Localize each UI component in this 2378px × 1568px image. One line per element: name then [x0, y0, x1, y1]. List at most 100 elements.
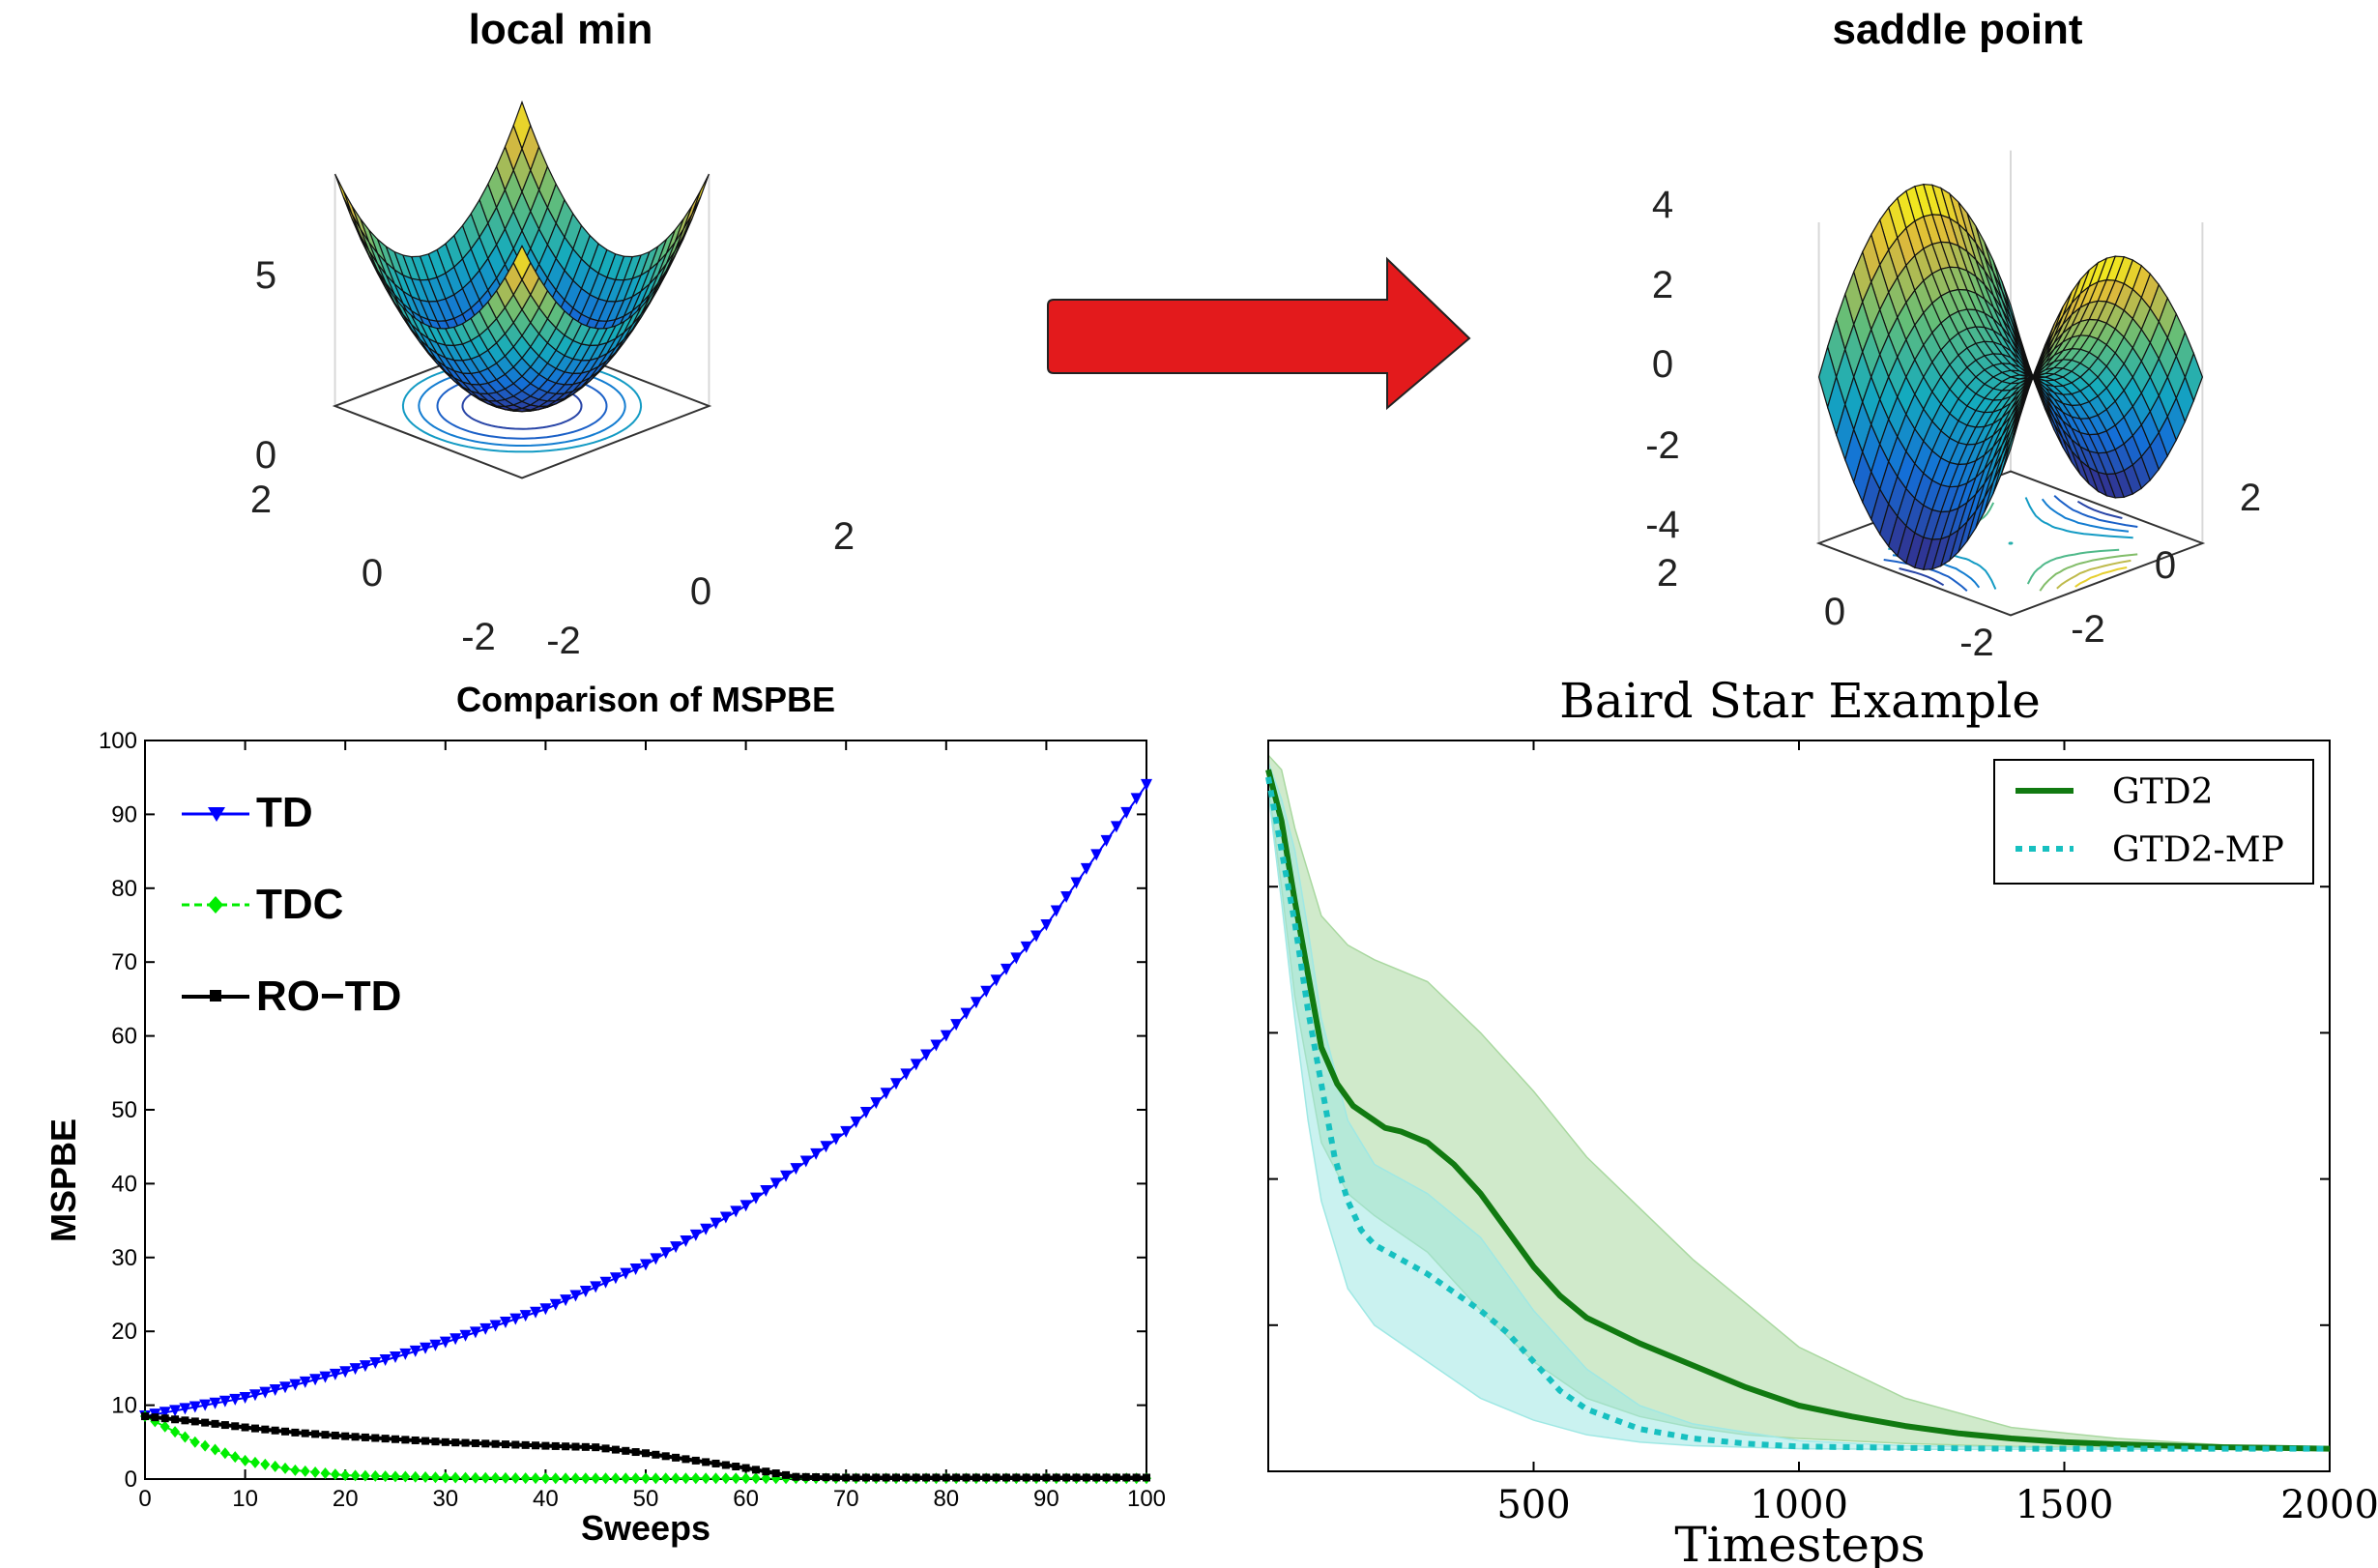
- marker: [1010, 952, 1023, 965]
- legend-marker-ro-td: [210, 990, 221, 1002]
- series-gtd2-mp-line: [1265, 776, 2330, 1452]
- marker: [1012, 1473, 1021, 1482]
- marker: [671, 1472, 682, 1485]
- marker: [782, 1470, 791, 1479]
- marker: [1032, 1473, 1041, 1482]
- marker: [701, 1472, 711, 1485]
- tick-label: 5: [255, 254, 276, 297]
- marker: [189, 1436, 200, 1448]
- marker: [220, 1421, 229, 1430]
- saddle-point-panel: saddle point 4 2 0 -2 -4 2 0 -2 -2 0 2: [1585, 0, 2378, 677]
- y-tick-label: 60: [111, 1024, 137, 1050]
- chart-title: Baird Star Example: [1559, 673, 2041, 729]
- tick-label: 0: [255, 434, 276, 477]
- marker: [360, 1469, 370, 1482]
- marker: [641, 1472, 651, 1485]
- marker: [430, 1471, 441, 1484]
- marker: [571, 1442, 580, 1451]
- x-axis-label: Sweeps: [581, 1508, 710, 1548]
- marker: [479, 1322, 492, 1335]
- saddle-point-title: saddle point: [1832, 6, 2083, 53]
- marker: [399, 1348, 412, 1360]
- tick-label: -2: [2071, 608, 2105, 651]
- marker: [932, 1473, 941, 1482]
- marker: [561, 1472, 571, 1485]
- marker: [740, 1472, 751, 1485]
- marker: [942, 1473, 950, 1482]
- marker: [169, 1405, 182, 1417]
- marker: [592, 1443, 600, 1452]
- marker: [321, 1431, 330, 1439]
- marker: [922, 1473, 931, 1482]
- marker: [500, 1471, 510, 1484]
- marker: [660, 1472, 671, 1485]
- marker: [650, 1253, 662, 1265]
- marker: [570, 1472, 581, 1485]
- marker: [1020, 941, 1032, 953]
- marker: [159, 1407, 171, 1419]
- marker: [1120, 806, 1133, 819]
- marker: [622, 1446, 630, 1455]
- marker: [501, 1440, 509, 1449]
- marker: [590, 1281, 602, 1293]
- marker: [792, 1472, 800, 1481]
- marker: [850, 1116, 862, 1128]
- marker: [560, 1294, 572, 1307]
- marker: [309, 1374, 322, 1386]
- marker: [259, 1386, 272, 1399]
- marker: [269, 1383, 281, 1396]
- marker: [1000, 963, 1012, 975]
- tick-label: 4: [1652, 184, 1673, 226]
- marker: [481, 1439, 490, 1448]
- marker: [690, 1472, 701, 1485]
- marker: [960, 1007, 972, 1020]
- marker: [840, 1125, 853, 1138]
- marker: [1143, 1473, 1150, 1482]
- marker: [300, 1465, 310, 1477]
- tick-label: 2: [2240, 477, 2261, 519]
- marker: [141, 1412, 149, 1421]
- marker: [1080, 862, 1092, 875]
- marker: [381, 1435, 390, 1443]
- marker: [450, 1333, 462, 1346]
- tick-label: -2: [461, 616, 496, 658]
- marker: [351, 1433, 360, 1441]
- marker: [421, 1437, 430, 1445]
- marker: [900, 1068, 913, 1081]
- marker: [640, 1259, 652, 1271]
- marker: [831, 1473, 840, 1482]
- baird-chart-panel: Baird Star Example Timesteps 500 1000 1500…: [1189, 667, 2378, 1568]
- marker: [741, 1464, 750, 1472]
- marker: [930, 1039, 942, 1052]
- marker: [431, 1437, 440, 1446]
- marker: [771, 1469, 780, 1478]
- tick-label: -2: [1645, 424, 1680, 467]
- marker: [1072, 1473, 1081, 1482]
- x-tick-label: 40: [533, 1486, 559, 1512]
- marker: [439, 1336, 451, 1349]
- marker: [239, 1391, 251, 1404]
- x-tick-label: 20: [333, 1486, 359, 1512]
- tick-label: 0: [1652, 343, 1673, 386]
- marker: [211, 1419, 219, 1428]
- marker: [480, 1471, 491, 1484]
- marker: [491, 1439, 500, 1448]
- x-tick-label: 500: [1496, 1483, 1570, 1527]
- marker: [170, 1426, 181, 1438]
- tick-label: -4: [1645, 504, 1680, 546]
- marker: [520, 1472, 531, 1485]
- marker: [652, 1450, 660, 1459]
- marker: [201, 1418, 210, 1427]
- marker: [761, 1472, 771, 1485]
- saddle-point-surface-plot: 4 2 0 -2 -4 2 0 -2 -2 0 2: [1645, 150, 2261, 664]
- legend-marker-tdc: [208, 896, 223, 914]
- marker: [470, 1471, 480, 1484]
- marker: [751, 1466, 760, 1474]
- x-tick-label: 50: [633, 1486, 659, 1512]
- marker: [990, 974, 1002, 987]
- marker: [551, 1441, 560, 1450]
- tick-label: 0: [1824, 591, 1845, 633]
- marker: [1092, 1473, 1101, 1482]
